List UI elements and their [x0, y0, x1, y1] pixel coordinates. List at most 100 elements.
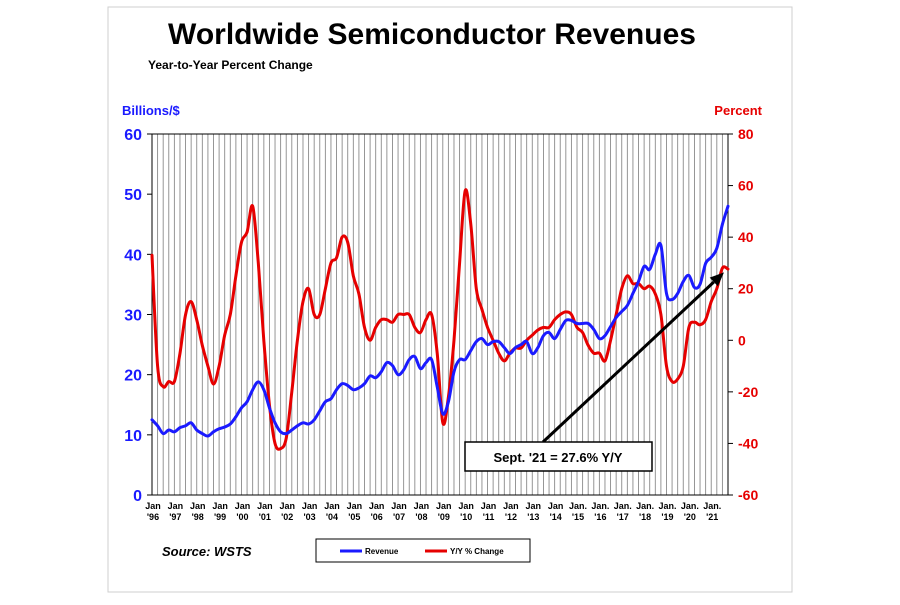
x-tick-label-year: '96	[147, 512, 159, 522]
x-tick-label-year: '08	[415, 512, 427, 522]
right-tick-label: 80	[738, 126, 754, 142]
right-tick-label: -60	[738, 487, 758, 503]
x-tick-label-year: '07	[393, 512, 405, 522]
x-tick: Jan.'17	[614, 501, 632, 522]
left-tick-label: 20	[124, 368, 142, 385]
chart-subtitle: Year-to-Year Percent Change	[148, 58, 313, 72]
x-tick-label-year: '03	[304, 512, 316, 522]
right-tick-label: -40	[738, 435, 758, 451]
left-axis: 0 10 20 30 40 50 60	[124, 127, 152, 505]
x-tick-label-year: '16	[594, 512, 606, 522]
series-layer	[150, 188, 730, 451]
annotation-box	[464, 441, 653, 472]
legend-box	[315, 538, 531, 563]
x-tick-label-month: Jan	[503, 501, 519, 511]
right-axis-label: Percent	[714, 103, 762, 118]
x-tick: Jan'00	[235, 501, 251, 522]
left-tick-label: 50	[124, 187, 142, 204]
x-tick: Jan'13	[526, 501, 542, 522]
x-tick-label-year: '04	[326, 512, 338, 522]
x-tick: Jan'01	[257, 501, 273, 522]
x-tick-label-year: '15	[572, 512, 584, 522]
x-tick-label-month: Jan	[302, 501, 318, 511]
x-tick-label-year: '19	[661, 512, 673, 522]
x-tick: Jan'07	[391, 501, 407, 522]
x-tick-label-year: '00	[236, 512, 248, 522]
x-tick-label-year: '20	[684, 512, 696, 522]
x-tick-label-month: Jan	[481, 501, 497, 511]
annotation-arrowhead	[709, 272, 724, 287]
x-tick-label-month: Jan	[235, 501, 251, 511]
yoy-series-line	[150, 188, 730, 451]
x-tick: Jan.'21	[703, 501, 721, 522]
x-tick-label-month: Jan	[145, 501, 161, 511]
x-tick: Jan'98	[190, 501, 206, 522]
x-tick-label-month: Jan	[458, 501, 474, 511]
right-axis: -60 -40 -20 0 20 40 60 80	[728, 126, 758, 503]
x-tick: Jan'14	[548, 501, 564, 522]
x-tick: Jan'05	[347, 501, 363, 522]
left-axis-label: Billions/$	[122, 103, 181, 118]
x-tick-label-month: Jan	[347, 501, 363, 511]
x-tick-label-month: Jan.	[681, 501, 699, 511]
x-tick-label-year: '14	[550, 512, 562, 522]
x-tick-label-year: '98	[192, 512, 204, 522]
annotation-arrow-line	[541, 280, 715, 444]
x-tick-label-month: Jan.	[658, 501, 676, 511]
x-tick-label-month: Jan	[279, 501, 295, 511]
x-tick-label-year: '11	[483, 512, 495, 522]
annotation: Sept. '21 = 27.6% Y/Y	[464, 272, 724, 472]
x-tick-label-year: '05	[348, 512, 360, 522]
x-tick: Jan'09	[436, 501, 452, 522]
x-tick-label-year: '01	[259, 512, 271, 522]
x-tick-label-year: '12	[505, 512, 517, 522]
x-tick-label-month: Jan.	[636, 501, 654, 511]
legend-revenue-label: Revenue	[365, 547, 399, 556]
right-tick-label: 20	[738, 281, 754, 297]
left-tick-label: 40	[124, 247, 142, 264]
x-tick-label-month: Jan	[257, 501, 273, 511]
x-tick-label-year: '17	[617, 512, 629, 522]
x-tick-label-month: Jan.	[591, 501, 609, 511]
right-tick-label: 60	[738, 178, 754, 194]
right-tick-label: -20	[738, 384, 758, 400]
grid-lines	[157, 134, 723, 495]
legend-yoy-label: Y/Y % Change	[450, 547, 504, 556]
x-tick: Jan.'18	[636, 501, 654, 522]
x-tick: Jan'03	[302, 501, 318, 522]
legend: Revenue Y/Y % Change	[315, 538, 531, 563]
x-tick-label-month: Jan	[391, 501, 407, 511]
x-tick: Jan.'19	[658, 501, 676, 522]
right-tick-label: 40	[738, 229, 754, 245]
x-tick-label-month: Jan	[168, 501, 184, 511]
left-tick-label: 60	[124, 127, 142, 144]
left-tick-label: 30	[124, 308, 142, 325]
x-tick: Jan.'15	[569, 501, 587, 522]
x-tick-label-month: Jan.	[703, 501, 721, 511]
x-tick-label-month: Jan	[190, 501, 206, 511]
x-tick-label-year: '06	[371, 512, 383, 522]
x-tick-label-year: '02	[281, 512, 293, 522]
x-tick-label-year: '97	[169, 512, 181, 522]
x-tick-label-year: '10	[460, 512, 472, 522]
x-tick-label-month: Jan.	[569, 501, 587, 511]
x-tick-label-year: '13	[527, 512, 539, 522]
x-tick-label-month: Jan	[324, 501, 340, 511]
x-tick-label-month: Jan	[526, 501, 542, 511]
annotation-text: Sept. '21 = 27.6% Y/Y	[494, 450, 623, 465]
x-axis: Jan'96Jan'97Jan'98Jan'99Jan'00Jan'01Jan'…	[145, 501, 721, 522]
right-tick-label: 0	[738, 332, 746, 348]
x-tick-label-year: '21	[706, 512, 718, 522]
x-tick: Jan'97	[168, 501, 184, 522]
x-tick: Jan'08	[414, 501, 430, 522]
x-tick-label-year: '99	[214, 512, 226, 522]
x-tick: Jan'12	[503, 501, 519, 522]
x-tick-label-month: Jan	[369, 501, 385, 511]
x-tick: Jan'02	[279, 501, 295, 522]
x-tick: Jan.'20	[681, 501, 699, 522]
x-tick-label-month: Jan	[212, 501, 228, 511]
left-tick-label: 10	[124, 428, 142, 445]
x-tick-label-year: '18	[639, 512, 651, 522]
